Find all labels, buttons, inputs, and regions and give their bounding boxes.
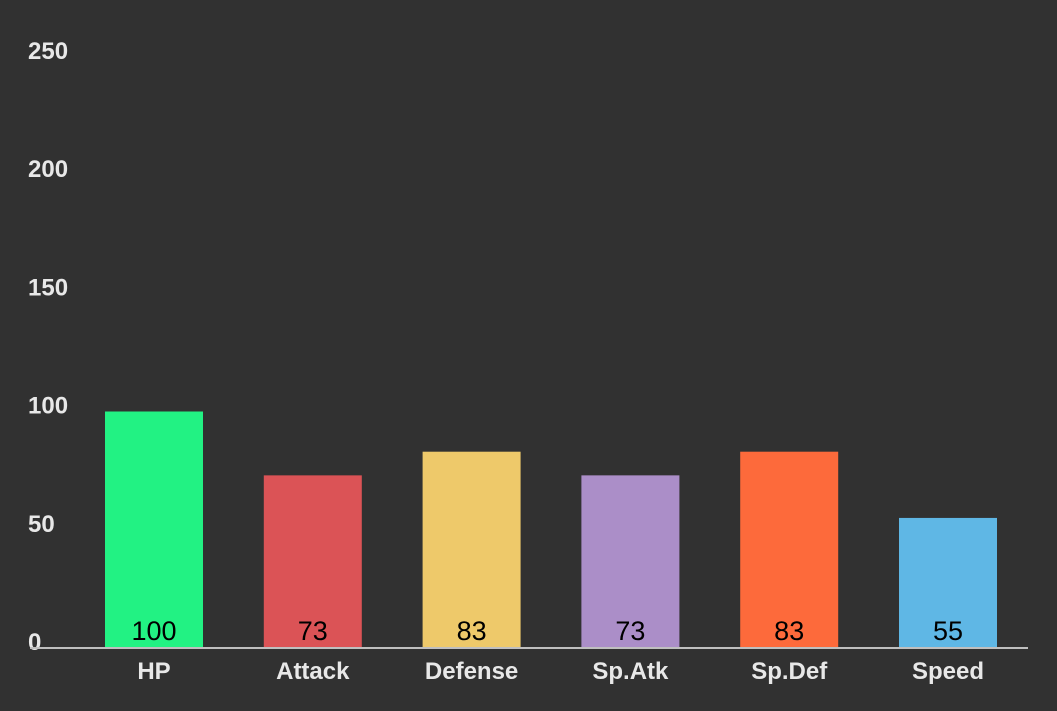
bar-value-label: 73 xyxy=(298,616,328,646)
bar-spdef xyxy=(740,451,839,648)
x-tick-label: HP xyxy=(137,658,170,685)
bar-value-label: 83 xyxy=(457,616,487,646)
bar-spatk xyxy=(581,475,680,648)
x-tick-label: Defense xyxy=(425,658,518,685)
bar-value-labels: 100 73 83 73 83 55 xyxy=(131,616,963,646)
x-tick-label: Attack xyxy=(276,658,350,685)
y-tick-label: 50 xyxy=(28,511,55,538)
bar-value-label: 55 xyxy=(933,616,963,646)
y-tick-label: 100 xyxy=(28,393,68,420)
bar-value-label: 100 xyxy=(131,616,176,646)
x-tick-label: Speed xyxy=(912,658,984,685)
x-tick-label: Sp.Def xyxy=(751,658,828,685)
x-axis-tick-labels: HP Attack Defense Sp.Atk Sp.Def Speed xyxy=(137,658,984,685)
y-tick-label: 200 xyxy=(28,156,68,183)
bar-speed xyxy=(899,517,997,648)
y-tick-label: 0 xyxy=(28,629,41,656)
bar-value-label: 73 xyxy=(615,616,645,646)
x-tick-label: Sp.Atk xyxy=(592,658,669,685)
y-axis-tick-labels: 0 50 100 150 200 250 xyxy=(28,38,68,656)
bar-hp xyxy=(105,411,203,648)
bar-attack xyxy=(263,475,362,648)
bar-value-label: 83 xyxy=(774,616,804,646)
bar-defense xyxy=(422,451,521,648)
bars xyxy=(105,411,997,648)
y-tick-label: 250 xyxy=(28,38,68,65)
y-tick-label: 150 xyxy=(28,274,68,301)
